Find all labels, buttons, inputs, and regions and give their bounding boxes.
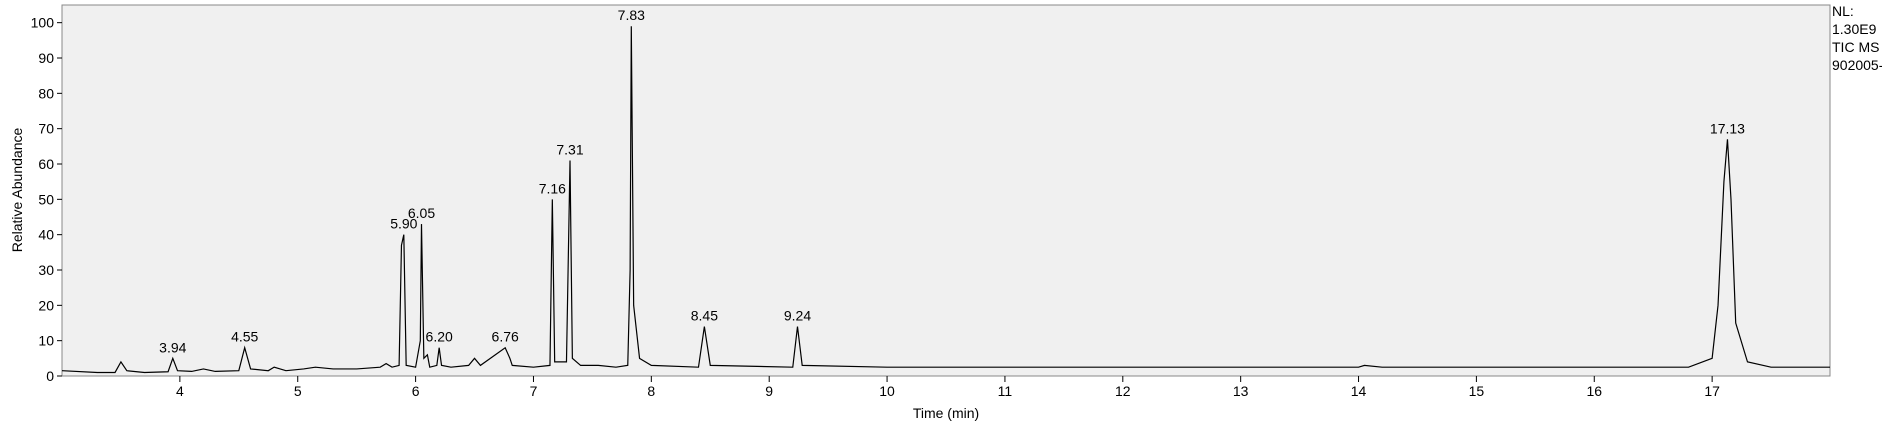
y-axis-label: Relative Abundance	[9, 128, 25, 253]
y-tick-label: 70	[38, 121, 54, 137]
x-tick-label: 12	[1115, 383, 1131, 399]
info-text: TIC MS	[1832, 39, 1879, 55]
trace	[61, 26, 1830, 374]
peak-label: 17.13	[1710, 120, 1745, 136]
info-text: 902005-	[1832, 57, 1882, 73]
x-tick-label: 9	[765, 383, 773, 399]
info-text: NL:	[1832, 3, 1854, 19]
y-tick-label: 80	[38, 85, 54, 101]
x-axis-label: Time (min)	[913, 405, 979, 421]
peak-label: 8.45	[691, 308, 718, 324]
x-tick-label: 13	[1233, 383, 1249, 399]
x-tick-label: 15	[1469, 383, 1485, 399]
y-tick-label: 50	[38, 191, 54, 207]
peak-label: 6.20	[426, 329, 453, 345]
x-tick-label: 6	[412, 383, 420, 399]
peak-label: 7.31	[556, 141, 583, 157]
y-tick-label: 40	[38, 227, 54, 243]
peak-label: 5.90	[390, 216, 417, 232]
x-tick-label: 17	[1704, 383, 1720, 399]
peak-label: 6.05	[408, 205, 435, 221]
x-tick-label: 7	[530, 383, 538, 399]
x-tick-label: 8	[647, 383, 655, 399]
y-tick-label: 30	[38, 262, 54, 278]
y-tick-label: 0	[46, 368, 54, 384]
peak-label: 3.94	[159, 339, 186, 355]
y-tick-label: 60	[38, 156, 54, 172]
peak-label: 7.16	[539, 180, 566, 196]
y-tick-label: 90	[38, 50, 54, 66]
x-tick-label: 4	[176, 383, 184, 399]
peak-label: 9.24	[784, 308, 811, 324]
info-text: 1.30E9	[1832, 21, 1877, 37]
plot-area	[61, 4, 1831, 377]
peak-label: 7.83	[618, 7, 645, 23]
x-tick-label: 5	[294, 383, 302, 399]
x-tick-label: 14	[1351, 383, 1367, 399]
x-tick-label: 16	[1586, 383, 1602, 399]
peak-label: 6.76	[492, 329, 519, 345]
peak-label: 4.55	[231, 329, 258, 345]
x-tick-label: 10	[879, 383, 895, 399]
y-tick-label: 100	[31, 15, 55, 31]
y-tick-label: 20	[38, 297, 54, 313]
y-tick-label: 10	[38, 333, 54, 349]
x-tick-label: 11	[998, 383, 1013, 399]
